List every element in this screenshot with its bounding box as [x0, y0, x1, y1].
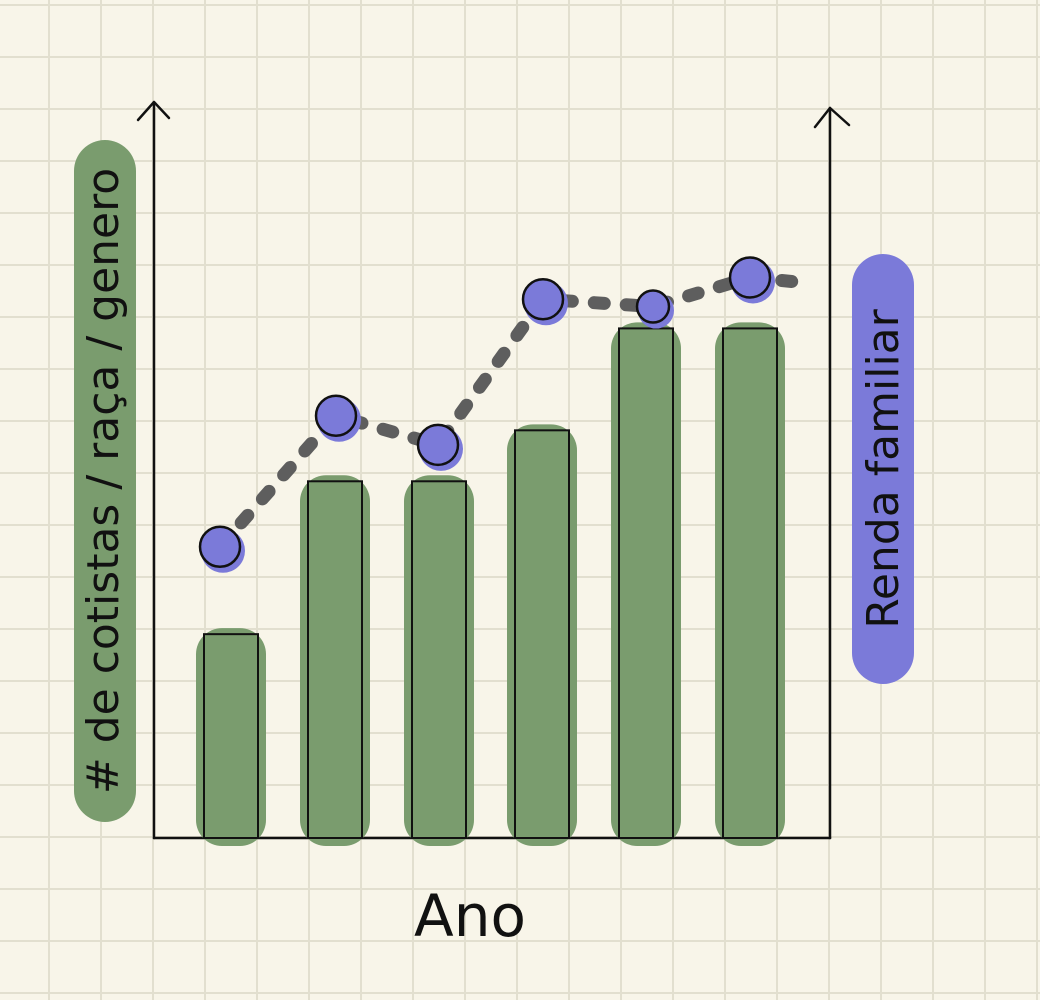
- bar-3: [411, 480, 467, 839]
- point-4: [521, 278, 565, 321]
- bars: [196, 322, 785, 846]
- bar-fill-4: [507, 424, 577, 846]
- line-series: [198, 256, 819, 573]
- bar-2: [307, 480, 363, 839]
- bar-fill-2: [300, 475, 370, 846]
- xlabel: Ano: [414, 882, 526, 950]
- y-axis-left-arrow: [136, 100, 171, 122]
- y2label: Renda familiar: [858, 308, 909, 628]
- axes: [136, 100, 851, 840]
- point-2: [314, 394, 358, 438]
- point-3: [416, 423, 460, 467]
- bar-fill-5: [611, 322, 681, 846]
- bar-fill-1: [196, 628, 266, 846]
- y-axis-right-arrow: [813, 106, 851, 129]
- bar-fill-3: [404, 475, 474, 846]
- ylabel: # de cotistas / raça / genero: [78, 168, 129, 794]
- bar-1: [203, 633, 259, 839]
- point-1: [198, 525, 242, 569]
- bar-4: [514, 429, 570, 839]
- bar-6: [722, 327, 778, 839]
- y2label-pill: [852, 254, 914, 684]
- point-5: [635, 289, 671, 324]
- point-6: [728, 256, 772, 299]
- bar-5: [618, 327, 674, 839]
- bar-fill-6: [715, 322, 785, 846]
- ylabel-pill: [74, 140, 136, 822]
